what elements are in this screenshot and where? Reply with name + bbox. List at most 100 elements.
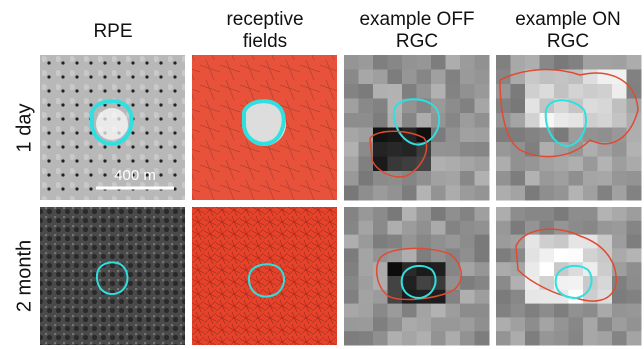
pixel (373, 55, 388, 70)
pixel (373, 235, 388, 249)
pixel (569, 186, 584, 201)
off-rgc-image-2 (344, 207, 490, 346)
pixel (627, 304, 642, 318)
pixel (496, 99, 511, 114)
pixel (540, 248, 555, 262)
pixel (583, 331, 598, 345)
pixel (344, 186, 359, 201)
pixel (583, 248, 598, 262)
pixel (475, 55, 490, 70)
pixel (525, 157, 540, 172)
pixel (598, 171, 613, 186)
pixel (496, 70, 511, 85)
pixel (612, 248, 627, 262)
pixel (511, 331, 526, 345)
pixel (417, 171, 432, 186)
pixel (344, 142, 359, 157)
pixel (540, 331, 555, 345)
pixel (612, 331, 627, 345)
pixel (431, 317, 446, 331)
pixel (627, 290, 642, 304)
pixel (402, 276, 417, 290)
pixel (359, 304, 374, 318)
pixel (627, 99, 642, 114)
pixel (402, 221, 417, 235)
pixel (388, 207, 403, 221)
pixel (598, 331, 613, 345)
pixel (475, 113, 490, 128)
pixel (525, 128, 540, 143)
pixel (496, 304, 511, 318)
pixel (359, 128, 374, 143)
pixel (344, 207, 359, 221)
pixel (496, 276, 511, 290)
pixel (612, 84, 627, 99)
pixel (569, 317, 584, 331)
pixel (417, 207, 432, 221)
figure: RPEreceptivefieldsexample OFFRGCexample … (0, 0, 644, 349)
pixel (475, 70, 490, 85)
pixel (388, 317, 403, 331)
pixel (431, 142, 446, 157)
pixel (598, 113, 613, 128)
pixel (388, 55, 403, 70)
pixel (511, 99, 526, 114)
pixel (446, 207, 461, 221)
pixel (359, 235, 374, 249)
pixel (359, 317, 374, 331)
pixel (627, 186, 642, 201)
pixel (344, 221, 359, 235)
pixel (344, 128, 359, 143)
pixel (417, 55, 432, 70)
pixel (446, 235, 461, 249)
pixel (417, 248, 432, 262)
pixel (359, 171, 374, 186)
pixel (388, 70, 403, 85)
pixel (446, 317, 461, 331)
pixel (554, 221, 569, 235)
pixel (359, 70, 374, 85)
pixel (388, 171, 403, 186)
pixel (525, 99, 540, 114)
pixel (373, 248, 388, 262)
pixel (373, 262, 388, 276)
pixel (402, 304, 417, 318)
pixel (446, 221, 461, 235)
pixel (373, 221, 388, 235)
pixel (583, 186, 598, 201)
pixel (344, 157, 359, 172)
pixel (431, 304, 446, 318)
pixel (373, 113, 388, 128)
pixel (417, 113, 432, 128)
pixel (373, 99, 388, 114)
pixel (446, 128, 461, 143)
pixel (475, 142, 490, 157)
pixel (373, 304, 388, 318)
pixel (627, 171, 642, 186)
pixel (373, 317, 388, 331)
pixel (431, 171, 446, 186)
pixel (446, 157, 461, 172)
pixel (431, 70, 446, 85)
pixel (359, 55, 374, 70)
pixel (446, 142, 461, 157)
column-header: example OFF (359, 9, 474, 30)
pixel (612, 142, 627, 157)
pixel (627, 55, 642, 70)
pixel (569, 304, 584, 318)
pixel (496, 84, 511, 99)
pixel (540, 171, 555, 186)
pixel (446, 113, 461, 128)
pixel (511, 113, 526, 128)
pixel (511, 128, 526, 143)
pixel (359, 276, 374, 290)
pixel (496, 55, 511, 70)
pixel (554, 331, 569, 345)
pixel (612, 186, 627, 201)
pixel (598, 99, 613, 114)
pixel (598, 186, 613, 201)
pixel (417, 317, 432, 331)
pixel (417, 221, 432, 235)
pixel (475, 207, 490, 221)
pixel (388, 186, 403, 201)
